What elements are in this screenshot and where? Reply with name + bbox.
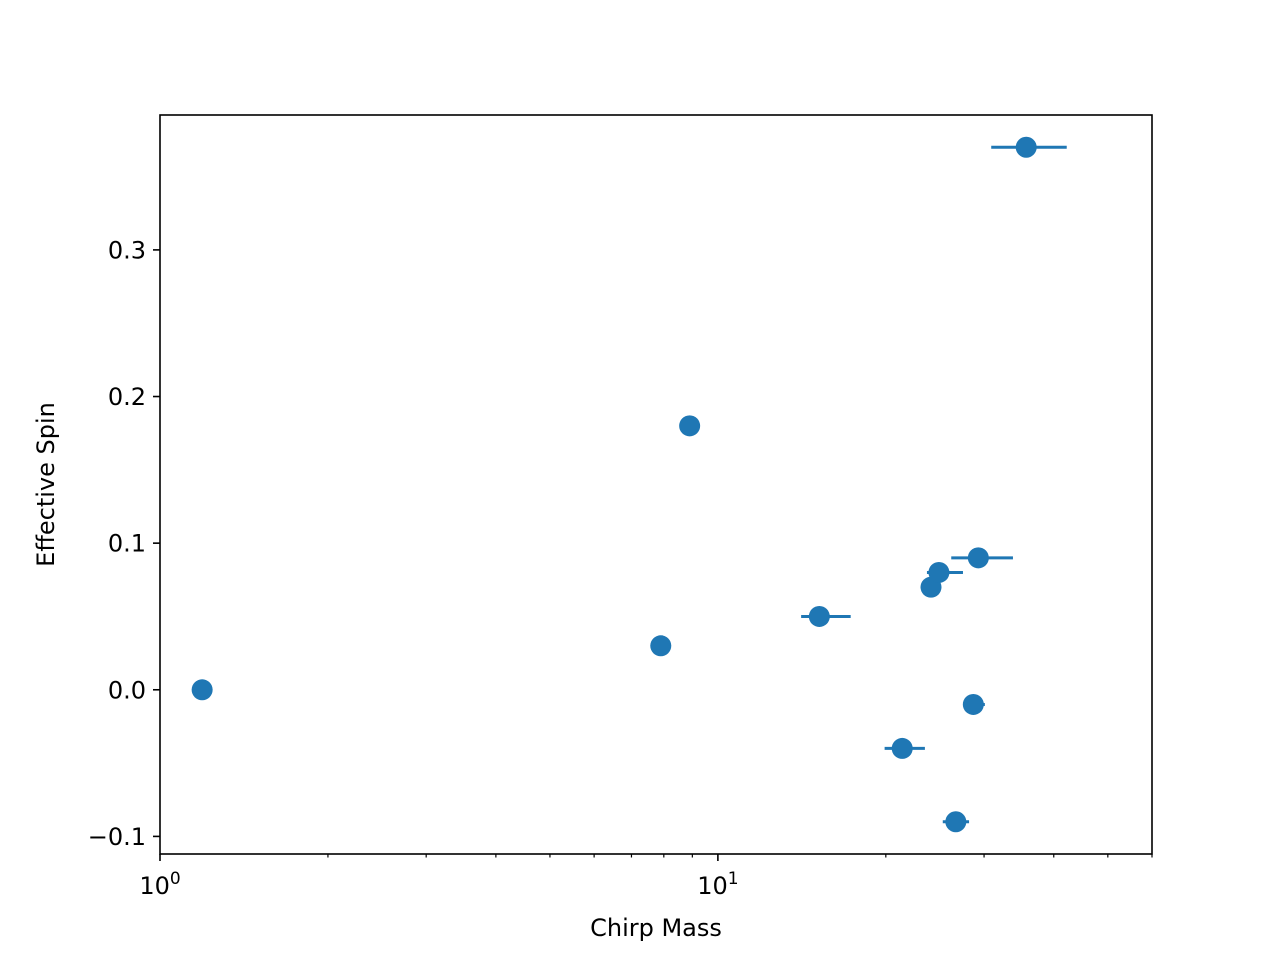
y-tick-label: 0.2 <box>108 383 146 411</box>
data-point <box>962 693 984 715</box>
data-point <box>967 547 989 569</box>
ticks: 100 101 −0.1 0.0 0.1 0.2 0.3 <box>88 236 1153 900</box>
data-point <box>679 415 701 437</box>
data-point <box>191 679 213 701</box>
y-tick-label: 0.1 <box>108 530 146 558</box>
data-point <box>1015 136 1037 158</box>
x-tick-label: 101 <box>697 869 738 900</box>
plot-frame <box>159 114 1153 855</box>
data-point <box>928 561 950 583</box>
error-bars <box>801 145 1067 824</box>
data-point <box>945 811 967 833</box>
data-point <box>891 737 913 759</box>
x-tick-label: 100 <box>139 869 180 900</box>
y-tick-label: 0.0 <box>108 676 146 704</box>
x-axis-label: Chirp Mass <box>590 914 722 942</box>
data-point <box>808 605 830 627</box>
y-tick-label: −0.1 <box>88 823 146 851</box>
data-point <box>650 635 672 657</box>
y-tick-label: 0.3 <box>108 236 146 264</box>
y-axis-label: Effective Spin <box>32 402 60 567</box>
data-points <box>191 136 1037 833</box>
